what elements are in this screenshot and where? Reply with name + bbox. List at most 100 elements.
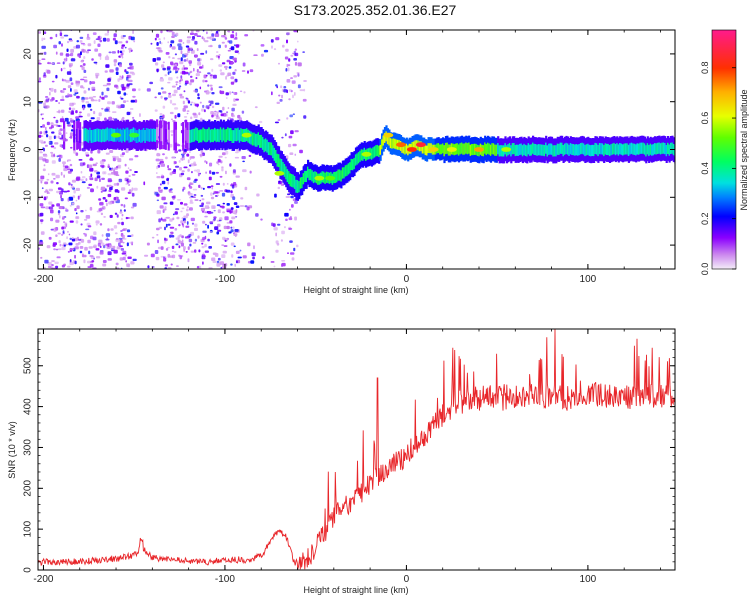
noise-speckle [290, 252, 295, 255]
noise-speckle [179, 96, 185, 99]
noise-speckle [92, 236, 97, 241]
noise-speckle [215, 102, 220, 105]
ridge-cell [125, 127, 128, 141]
noise-speckle [67, 159, 72, 162]
ridge-cell [667, 142, 670, 154]
noise-speckle [167, 223, 171, 226]
noise-speckle [191, 39, 195, 41]
noise-speckle [190, 103, 193, 106]
noise-speckle [229, 220, 233, 224]
snr-x-tick-label: 0 [404, 574, 410, 585]
spectrogram-x-axis-label: Height of straight line (km) [303, 285, 408, 295]
noise-speckle [284, 212, 289, 217]
noise-speckle [193, 89, 198, 93]
noise-speckle [73, 149, 76, 154]
noise-speckle [48, 236, 52, 240]
noise-speckle [60, 109, 65, 113]
noise-speckle [173, 66, 178, 70]
noise-speckle [234, 60, 237, 62]
noise-speckle [218, 219, 222, 222]
noise-speckle [106, 82, 111, 86]
ridge-cell [199, 129, 202, 143]
colorbar-label: Normalized spectral amplitude [739, 89, 749, 210]
ridge-cell [238, 129, 241, 143]
noise-speckle [100, 191, 103, 193]
noise-speckle [218, 54, 221, 56]
noise-speckle [232, 103, 237, 106]
noise-speckle [168, 77, 173, 81]
ridge-cell [533, 143, 536, 155]
noise-speckle [85, 209, 87, 212]
ridge-cell [510, 145, 513, 157]
ridge-cell [186, 130, 189, 143]
noise-speckle [53, 44, 57, 49]
noise-speckle [242, 169, 247, 173]
noise-speckle [46, 245, 51, 249]
ridge-cell [103, 129, 106, 143]
noise-speckle [230, 61, 235, 64]
noise-speckle [40, 206, 46, 209]
ridge-hotspot [446, 147, 457, 152]
noise-speckle [66, 121, 70, 125]
noise-speckle [58, 41, 61, 45]
noise-speckle [49, 36, 53, 40]
noise-speckle [91, 86, 96, 91]
noise-speckle [115, 67, 119, 71]
noise-speckle [67, 265, 71, 268]
ridge-cell [632, 143, 635, 155]
noise-speckle [113, 249, 118, 254]
noise-speckle [195, 77, 198, 80]
ridge-cell [309, 168, 313, 181]
noise-speckle [57, 135, 60, 139]
noise-speckle [210, 185, 214, 188]
noise-speckle [288, 143, 292, 148]
ridge-cell [273, 147, 276, 161]
noise-speckle [94, 177, 98, 182]
noise-speckle [41, 58, 46, 60]
ridge-cell [593, 144, 596, 157]
noise-speckle [224, 37, 228, 40]
noise-speckle [105, 64, 110, 68]
noise-speckle [46, 134, 49, 138]
ridge-cell [386, 134, 389, 145]
noise-speckle [57, 124, 61, 127]
noise-speckle [56, 203, 60, 207]
ridge-cell [275, 150, 278, 163]
noise-speckle [232, 226, 235, 229]
noise-speckle [102, 37, 107, 42]
noise-speckle [120, 84, 124, 88]
ridge-cell [232, 130, 236, 143]
noise-speckle [64, 117, 69, 122]
spectrogram-y-axis-label: Frequency (Hz) [7, 119, 17, 181]
noise-speckle [63, 190, 68, 193]
noise-speckle [45, 96, 49, 98]
noise-speckle [49, 99, 53, 102]
chart-title: S173.2025.352.01.36.E27 [293, 2, 457, 18]
noise-speckle [83, 76, 88, 78]
ridge-cell [534, 144, 538, 156]
ridge-cell [440, 144, 443, 155]
noise-speckle [159, 78, 164, 82]
noise-speckle [40, 135, 44, 137]
ridge-cell [590, 145, 593, 157]
noise-speckle [86, 164, 90, 169]
ridge-cell [280, 159, 283, 172]
noise-speckle [158, 226, 163, 229]
noise-speckle [38, 31, 42, 34]
noise-speckle [124, 163, 127, 167]
noise-speckle [99, 95, 102, 99]
noise-speckle [174, 114, 177, 119]
noise-speckle [101, 91, 104, 96]
noise-speckle [299, 149, 303, 154]
noise-speckle [175, 83, 178, 86]
noise-speckle [253, 54, 258, 56]
noise-speckle [176, 76, 179, 79]
colorbar-tick-label: 0.6 [700, 112, 710, 125]
noise-speckle [202, 261, 204, 265]
noise-speckle [72, 195, 76, 199]
noise-speckle [210, 58, 214, 61]
noise-speckle [92, 245, 97, 248]
ridge-hotspot [129, 132, 140, 138]
noise-speckle [218, 86, 223, 89]
ridge-cell [237, 127, 240, 141]
